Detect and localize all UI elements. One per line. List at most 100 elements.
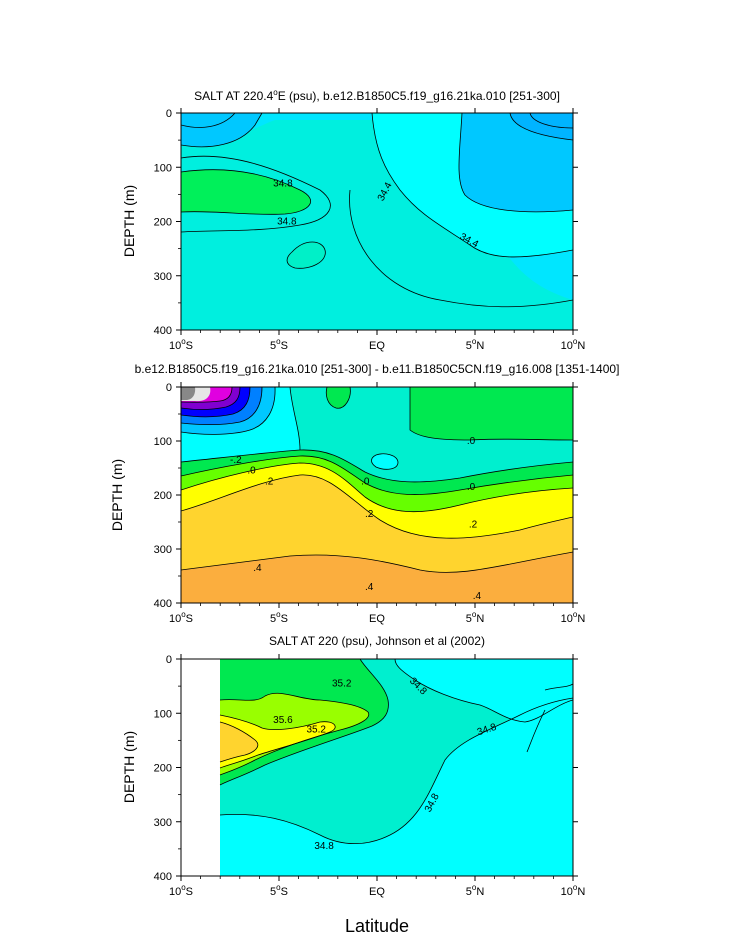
x-tick-hemisphere: S xyxy=(281,340,288,352)
panel-1-y-tick-label: 400 xyxy=(154,325,172,337)
panel-2-x-tick-label: 10oN xyxy=(561,610,586,625)
panel-1-frame xyxy=(180,112,574,331)
panel-1-x-tick-label: 10oN xyxy=(561,337,586,352)
panel-1-y-tick-label: 300 xyxy=(154,271,172,283)
panel-1-x-tick-label: 5oS xyxy=(270,337,288,352)
x-tick-degree: o xyxy=(276,610,281,619)
panel-2-frame xyxy=(180,386,574,604)
panel-2-x-tick-label: 5oN xyxy=(466,610,485,625)
panel-2-contour-fill xyxy=(181,387,573,603)
contour-label: .4 xyxy=(473,591,482,602)
panel-1-blob xyxy=(287,242,326,269)
x-tick-degree: o xyxy=(472,610,477,619)
panel-2: b.e12.B1850C5.f19_g16.21ka.010 [251-300]… xyxy=(109,362,619,625)
x-tick-value: 10 xyxy=(169,886,181,898)
x-tick-value: 5 xyxy=(466,340,472,352)
contour-label: 35.2 xyxy=(332,678,352,689)
panel-2-north-green xyxy=(410,387,573,440)
contour-label: .2 xyxy=(365,509,374,520)
panel-3-y-tick-label: 100 xyxy=(154,708,172,720)
contour-label: 34.8 xyxy=(277,217,297,228)
x-tick-hemisphere: S xyxy=(281,613,288,625)
panel-1-x-tick-label: 5oN xyxy=(466,337,485,352)
panel-2-y-tick-label: 100 xyxy=(154,436,172,448)
x-tick-value: 10 xyxy=(169,613,181,625)
panel-1-y-tick-label: 0 xyxy=(166,108,172,120)
panel-2-title: b.e12.B1850C5.f19_g16.21ka.010 [251-300]… xyxy=(135,362,620,376)
x-tick-hemisphere: S xyxy=(281,886,288,898)
x-tick-degree: o xyxy=(573,883,578,892)
panel-2-y-tick-label: 400 xyxy=(154,598,172,610)
x-tick-hemisphere: N xyxy=(577,340,585,352)
x-tick-degree: o xyxy=(472,337,477,346)
x-tick-value: 5 xyxy=(270,340,276,352)
panel-3-x-tick-label: 5oS xyxy=(270,883,288,898)
panel-2-grey xyxy=(181,387,196,400)
x-tick-value: EQ xyxy=(369,340,385,352)
panel-1-fresh-cap-south xyxy=(181,113,262,147)
x-tick-value: 5 xyxy=(466,886,472,898)
panel-2-yellow xyxy=(181,463,573,539)
x-tick-value: 5 xyxy=(270,886,276,898)
panel-2-y-label: DEPTH (m) xyxy=(109,459,125,531)
contour-label: 34.8 xyxy=(273,179,293,190)
x-tick-value: 5 xyxy=(466,613,472,625)
x-tick-hemisphere: N xyxy=(476,613,484,625)
x-tick-degree: o xyxy=(276,337,281,346)
x-tick-degree: o xyxy=(276,883,281,892)
panel-3-cyan-north xyxy=(395,659,573,722)
panel-2-y-tick-label: 200 xyxy=(154,490,172,502)
panel-3-x-tick-label: 5oN xyxy=(466,883,485,898)
panel-1-eq-cyan xyxy=(372,113,573,257)
contour-label: -.2 xyxy=(230,455,242,466)
x-tick-hemisphere: S xyxy=(186,340,193,352)
panel-2-y-tick-label: 300 xyxy=(154,544,172,556)
panel-3-yellow xyxy=(220,715,336,768)
x-tick-degree: o xyxy=(181,883,186,892)
x-tick-value: 10 xyxy=(561,340,573,352)
panel-3-y-tick-label: 400 xyxy=(154,871,172,883)
contour-label: .2 xyxy=(469,520,478,531)
panel-1-y-tick-label: 100 xyxy=(154,162,172,174)
panel-3-y-tick-label: 300 xyxy=(154,817,172,829)
x-tick-hemisphere: N xyxy=(577,886,585,898)
x-tick-hemisphere: N xyxy=(476,340,484,352)
contour-label: .0 xyxy=(467,482,476,493)
x-tick-hemisphere: N xyxy=(577,613,585,625)
x-tick-hemisphere: N xyxy=(476,886,484,898)
x-tick-degree: o xyxy=(573,610,578,619)
panel-1-x-tick-label: EQ xyxy=(369,340,385,352)
panel-2-lime xyxy=(181,455,573,512)
panel-3-y-tick-label: 0 xyxy=(166,654,172,666)
panel-2-y-tick-label: 0 xyxy=(166,382,172,394)
x-tick-value: 10 xyxy=(561,886,573,898)
panel-1-fresh-cap-north xyxy=(510,113,573,140)
x-tick-degree: o xyxy=(181,610,186,619)
panel-2-deep-orange xyxy=(181,552,573,603)
panel-1: SALT AT 220.4oE (psu), b.e12.B1850C5.f19… xyxy=(121,88,585,352)
x-tick-degree: o xyxy=(472,883,477,892)
x-tick-value: EQ xyxy=(369,613,385,625)
panel-2-blob xyxy=(371,453,398,470)
contour-label: .0 xyxy=(467,436,476,447)
panel-2-x-tick-label: 10oS xyxy=(169,610,193,625)
panel-1-y-label: DEPTH (m) xyxy=(121,185,137,257)
panel-2-x-tick-label: 5oS xyxy=(270,610,288,625)
panel-1-y-tick-label: 200 xyxy=(154,217,172,229)
panel-3-contour-fill xyxy=(181,659,573,876)
contour-label: 34.8 xyxy=(314,841,334,852)
x-tick-value: 10 xyxy=(169,340,181,352)
panel-1-title: SALT AT 220.4oE (psu), b.e12.B1850C5.f19… xyxy=(194,88,560,103)
panel-1-fresh-core-north xyxy=(458,113,573,212)
panel-1-x-tick-label: 10oS xyxy=(169,337,193,352)
x-axis-label: Latitude xyxy=(345,916,409,936)
panel-3-x-tick-label: 10oS xyxy=(169,883,193,898)
x-tick-degree: o xyxy=(573,337,578,346)
contour-label: 35.2 xyxy=(307,725,327,736)
panel-2-small-green xyxy=(326,387,351,409)
panel-2-labels: .0 -.2 .0 .0 .0 .2 .2 .2 .4 .4 .4 DEPTH (m) xyxy=(109,436,482,602)
panel-3-cyan-south xyxy=(220,698,573,876)
